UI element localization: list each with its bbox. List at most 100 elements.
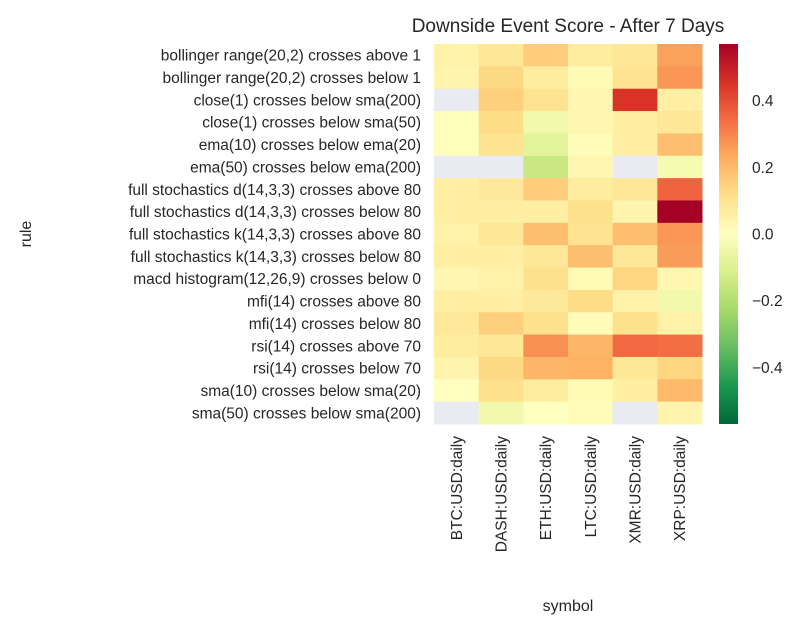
heatmap-cell xyxy=(434,222,480,246)
heatmap-cell xyxy=(434,379,480,403)
heatmap-cell xyxy=(478,334,524,358)
heatmap-cell xyxy=(657,44,703,67)
heatmap-cell xyxy=(523,222,569,246)
heatmap-cell xyxy=(612,222,658,246)
heatmap-cell xyxy=(568,88,614,112)
y-tick-label: full stochastics d(14,3,3) crosses above… xyxy=(128,182,421,199)
heatmap-cell xyxy=(657,66,703,90)
heatmap-cell xyxy=(568,200,614,224)
colorbar-tick-label: 0.4 xyxy=(752,93,774,110)
heatmap-cell xyxy=(523,334,569,358)
heatmap-cell xyxy=(568,133,614,157)
colorbar-tick-label: 0.2 xyxy=(752,160,774,177)
heatmap-cell xyxy=(478,379,524,403)
heatmap-cell xyxy=(568,222,614,246)
heatmap-cell xyxy=(478,88,524,112)
y-tick-label: full stochastics k(14,3,3) crosses below… xyxy=(131,249,422,266)
heatmap-cell xyxy=(478,356,524,380)
colorbar xyxy=(719,44,738,424)
heatmap-cell xyxy=(478,200,524,224)
heatmap-cell xyxy=(523,289,569,313)
heatmap-cell xyxy=(657,88,703,112)
heatmap-cell xyxy=(612,178,658,201)
heatmap-cell xyxy=(523,401,569,425)
heatmap-cell xyxy=(568,356,614,380)
heatmap-cell xyxy=(612,44,658,67)
x-tick-label: DASH:USD:daily xyxy=(494,436,511,553)
heatmap-cell xyxy=(612,334,658,358)
heatmap-cell xyxy=(568,155,614,179)
colorbar-tick-label: 0.0 xyxy=(752,227,774,244)
x-axis-label: symbol xyxy=(543,598,594,615)
heatmap-cell xyxy=(523,133,569,157)
heatmap-cell xyxy=(523,200,569,224)
heatmap-cell xyxy=(478,155,524,179)
heatmap-cell xyxy=(434,334,480,358)
heatmap-cell xyxy=(657,401,703,425)
heatmap-cell xyxy=(657,222,703,246)
heatmap-cell xyxy=(434,88,480,112)
heatmap-cell xyxy=(434,312,480,336)
heatmap-cell xyxy=(434,133,480,157)
heatmap-cell xyxy=(523,155,569,179)
heatmap-cell xyxy=(612,245,658,269)
heatmap-cell xyxy=(523,178,569,201)
heatmap-cell xyxy=(612,111,658,134)
x-tick-label: ETH:USD:daily xyxy=(538,436,555,540)
heatmap-cell xyxy=(612,200,658,224)
y-tick-label: rsi(14) crosses above 70 xyxy=(251,338,421,355)
heatmap-cell xyxy=(478,245,524,269)
heatmap-cell xyxy=(434,44,480,67)
heatmap-cell xyxy=(612,356,658,380)
heatmap-cell xyxy=(568,66,614,90)
y-tick-label: sma(10) crosses below sma(20) xyxy=(200,383,421,400)
heatmap-cell xyxy=(523,245,569,269)
heatmap-cell xyxy=(612,133,658,157)
heatmap-cell xyxy=(657,178,703,201)
heatmap-cell xyxy=(434,200,480,224)
heatmap-cell xyxy=(478,178,524,201)
heatmap-cell xyxy=(523,267,569,291)
y-tick-label: mfi(14) crosses above 80 xyxy=(247,294,421,311)
colorbar-ticks: 0.4 0.2 0.0 −0.2 −0.4 xyxy=(752,93,783,377)
x-tick-label: XRP:USD:daily xyxy=(672,436,689,541)
heatmap-cell xyxy=(612,66,658,90)
heatmap-cell xyxy=(612,379,658,403)
heatmap-cell xyxy=(434,111,480,134)
heatmap-cell xyxy=(657,312,703,336)
y-tick-label: bollinger range(20,2) crosses above 1 xyxy=(161,48,421,65)
heatmap-cell xyxy=(568,267,614,291)
heatmap-cell xyxy=(612,267,658,291)
heatmap-cell xyxy=(523,88,569,112)
heatmap-cell xyxy=(612,88,658,112)
y-tick-label: ema(10) crosses below ema(20) xyxy=(199,137,421,154)
heatmap-cell xyxy=(478,111,524,134)
heatmap-cell xyxy=(568,379,614,403)
y-tick-labels: bollinger range(20,2) crosses above 1 bol… xyxy=(128,48,421,423)
y-axis-label: rule xyxy=(18,221,35,248)
heatmap-cell xyxy=(478,289,524,313)
heatmap-cells xyxy=(434,44,703,425)
heatmap-cell xyxy=(523,379,569,403)
heatmap-cell xyxy=(657,267,703,291)
heatmap-cell xyxy=(434,401,480,425)
heatmap-cell xyxy=(612,289,658,313)
y-tick-label: macd histogram(12,26,9) crosses below 0 xyxy=(133,271,421,288)
y-tick-label: close(1) crosses below sma(50) xyxy=(202,115,421,132)
heatmap-cell xyxy=(657,245,703,269)
heatmap-cell xyxy=(568,289,614,313)
heatmap-cell xyxy=(612,312,658,336)
heatmap-cell xyxy=(523,312,569,336)
heatmap-cell xyxy=(568,245,614,269)
heatmap-cell xyxy=(434,66,480,90)
heatmap-cell xyxy=(478,312,524,336)
heatmap-cell xyxy=(478,401,524,425)
heatmap-cell xyxy=(523,44,569,67)
y-tick-label: sma(50) crosses below sma(200) xyxy=(192,405,421,422)
heatmap-cell xyxy=(657,289,703,313)
heatmap-cell xyxy=(523,356,569,380)
heatmap-cell xyxy=(434,267,480,291)
heatmap-cell xyxy=(657,379,703,403)
heatmap-cell xyxy=(523,66,569,90)
